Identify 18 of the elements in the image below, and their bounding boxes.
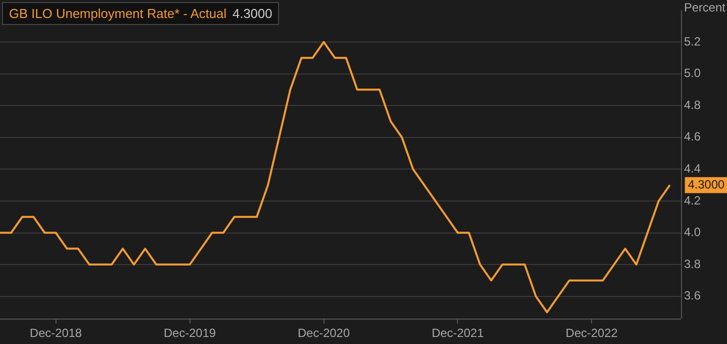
annotation: 4.3000 [688, 177, 725, 192]
y-tick-label: 4.6 [684, 130, 702, 144]
x-tick-label: Dec-2018 [30, 326, 82, 340]
y-tick-label: 5.0 [684, 66, 702, 80]
y-tick-label: 3.8 [684, 256, 702, 271]
y-tick-label: 5.2 [684, 34, 702, 48]
y-axis-title: Percent [684, 0, 726, 14]
y-tick-label: 3.6 [684, 288, 702, 303]
x-tick-label: Dec-2020 [298, 326, 350, 340]
x-tick-label: Dec-2022 [566, 326, 618, 340]
chart-title: GB ILO Unemployment Rate* - Actual [9, 6, 226, 21]
y-tick-label: 4.0 [684, 225, 702, 240]
y-tick-label: 4.4 [684, 161, 702, 176]
annotation: 4.3000 [232, 6, 272, 21]
y-tick-label: 4.8 [684, 98, 702, 112]
x-tick-label: Dec-2021 [432, 326, 484, 340]
x-tick-label: Dec-2019 [164, 326, 216, 340]
y-tick-label: 4.2 [684, 193, 702, 208]
